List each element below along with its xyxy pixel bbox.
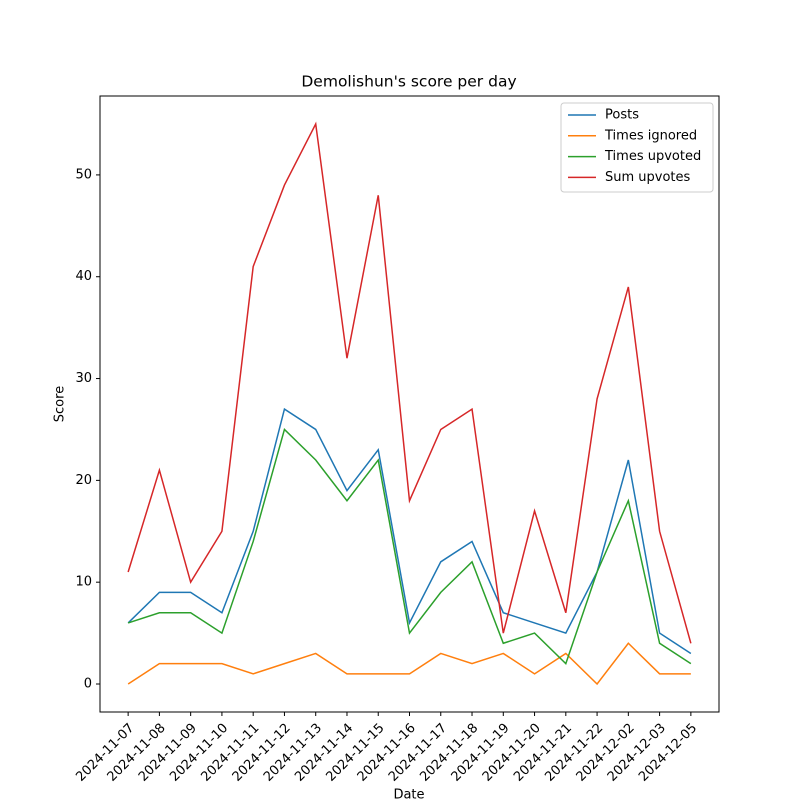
y-axis-label: Score [53, 386, 68, 422]
legend-label: Times upvoted [604, 149, 701, 164]
y-tick-label: 30 [75, 371, 92, 386]
series-line [127, 428, 692, 666]
y-tick-label: 0 [84, 677, 92, 692]
legend-label: Posts [605, 108, 639, 123]
y-tick-label: 20 [75, 473, 92, 488]
series-line [127, 121, 692, 644]
chart-title: Demolishun's score per day [301, 73, 516, 91]
y-tick-label: 50 [75, 167, 92, 182]
legend-label: Sum upvotes [605, 170, 691, 185]
legend-box [560, 102, 714, 193]
plot-frame [99, 95, 720, 713]
series-line [127, 642, 691, 686]
y-tick-label: 10 [75, 575, 92, 590]
y-tick-label: 40 [75, 269, 92, 284]
x-axis-label: Date [393, 788, 424, 801]
legend-label: Times ignored [604, 128, 697, 143]
